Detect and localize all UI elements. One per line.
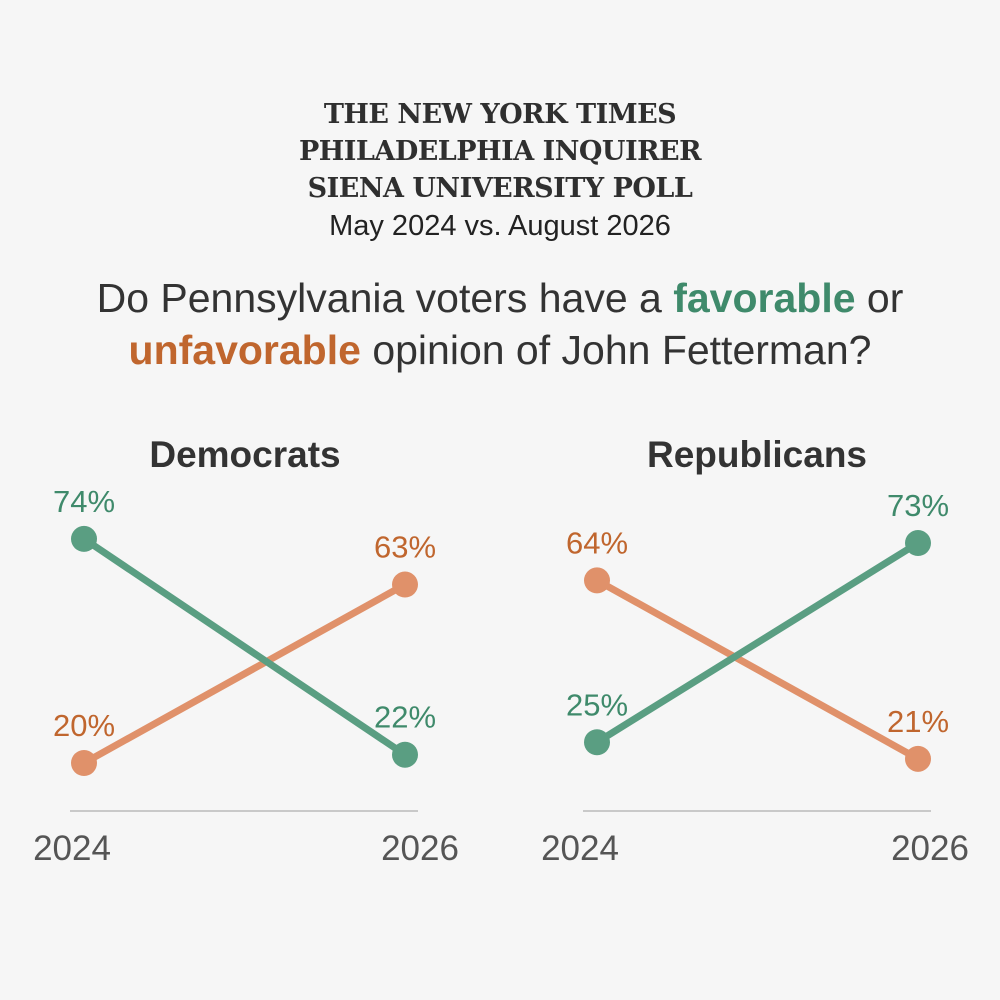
- publisher-siena: SIENA UNIVERSITY POLL: [307, 173, 693, 204]
- poll-dates: May 2024 vs. August 2026: [329, 210, 671, 242]
- republicans-favorable-label-2026: 73%: [887, 488, 949, 523]
- democrats-unfavorable-line: [80, 581, 409, 767]
- question-part3: opinion of John Fetterman?: [360, 327, 872, 373]
- democrats-panel-title: Democrats: [149, 434, 340, 475]
- republicans-unfavorable-line: [593, 576, 922, 763]
- question-favorable: favorable: [673, 275, 856, 321]
- republicans-unfavorable-label-2026: 21%: [887, 704, 949, 739]
- republicans-favorable-line: [593, 539, 922, 746]
- democrats-favorable-label-2024: 74%: [53, 484, 115, 519]
- republicans-unfavorable-label-2024: 64%: [566, 525, 628, 560]
- publisher-inquirer: PHILADELPHIA INQUIRER: [298, 136, 702, 167]
- republicans-favorable-label-2024: 25%: [566, 687, 628, 722]
- chart-question: Do Pennsylvania voters have a favorable …: [0, 272, 1000, 376]
- democrats-unfavorable-label-2026: 63%: [374, 530, 436, 565]
- republicans-x-tick-2026: 2026: [891, 829, 969, 868]
- democrats-favorable-line: [80, 535, 409, 759]
- republicans-x-tick-2024: 2024: [541, 829, 619, 868]
- democrats-x-tick-2026: 2026: [381, 829, 459, 868]
- republicans-panel-title: Republicans: [647, 434, 867, 475]
- democrats-favorable-point-2024: [71, 525, 97, 552]
- poll-header: THE NEW YORK TIMES PHILADELPHIA INQUIRER…: [0, 96, 1000, 245]
- democrats-unfavorable-label-2024: 20%: [53, 708, 115, 743]
- question-unfavorable: unfavorable: [128, 327, 361, 373]
- democrats-x-tick-2024: 2024: [33, 829, 111, 868]
- democrats-favorable-label-2026: 22%: [374, 700, 436, 735]
- republicans-favorable-point-2026: [905, 530, 931, 557]
- democrats-unfavorable-point-2024: [71, 750, 97, 776]
- publisher-nyt: THE NEW YORK TIMES: [323, 99, 677, 130]
- question-part2: or: [855, 275, 904, 321]
- republicans-unfavorable-point-2026: [905, 745, 931, 772]
- democrats-unfavorable-point-2026: [392, 571, 418, 598]
- question-part1: Do Pennsylvania voters have a: [96, 275, 674, 321]
- republicans-unfavorable-point-2024: [584, 567, 610, 594]
- democrats-favorable-point-2026: [392, 741, 418, 768]
- republicans-favorable-point-2024: [584, 729, 610, 756]
